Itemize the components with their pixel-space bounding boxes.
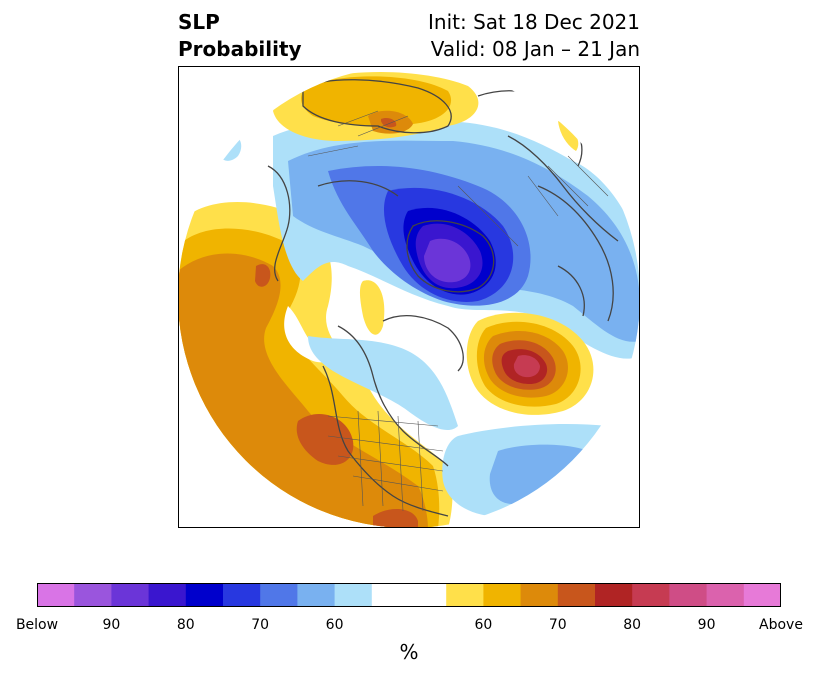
- coastlines: [267, 79, 619, 517]
- colorbar-segment: [632, 583, 670, 607]
- colorbar-segment: [706, 583, 745, 607]
- colorbar-segment: [371, 583, 410, 607]
- subtropical-below-anomaly: [442, 424, 608, 517]
- product-title: Probability: [178, 37, 302, 61]
- colorbar-tick-label: Above: [759, 617, 803, 633]
- colorbar-segment: [334, 583, 373, 607]
- colorbar-border: [37, 583, 781, 607]
- colorbar-segment: [37, 583, 75, 607]
- colorbar-segment: [260, 583, 298, 607]
- atlantic-above-anomaly: [466, 312, 594, 415]
- colorbar-segment: [520, 583, 559, 607]
- colorbar-segment: [185, 583, 224, 607]
- probability-map: [178, 66, 640, 528]
- valid-dates: Valid: 08 Jan – 21 Jan: [430, 37, 640, 61]
- colorbar-tick-label: 80: [623, 617, 642, 633]
- colorbar-tick-label: 80: [176, 617, 195, 633]
- colorbar-tick-label: 60: [474, 617, 493, 633]
- colorbar-segment: [483, 583, 522, 607]
- colorbar-segment: [223, 583, 261, 607]
- colorbar-segment: [111, 583, 150, 607]
- colorbar-segment: [297, 583, 336, 607]
- colorbar-tick-label: Below: [15, 617, 59, 633]
- colorbar: [37, 583, 781, 607]
- title-right: Init: Sat 18 Dec 2021 Valid: 08 Jan – 21…: [428, 9, 640, 63]
- colorbar-segment: [148, 583, 187, 607]
- colorbar-segment: [669, 583, 708, 607]
- colorbar-segment: [743, 583, 781, 607]
- colorbar-segment: [557, 583, 596, 607]
- colorbar-segment: [74, 583, 112, 607]
- title-left: SLP Probability: [178, 9, 302, 63]
- colorbar-tick-label: 70: [548, 617, 567, 633]
- colorbar-tick-label: 70: [251, 617, 270, 633]
- colorbar-segment: [409, 583, 447, 607]
- init-date: Init: Sat 18 Dec 2021: [428, 10, 640, 34]
- colorbar-tick-label: 60: [325, 617, 344, 633]
- borders: [307, 110, 609, 512]
- colorbar-segment: [446, 583, 484, 607]
- colorbar-unit-label: %: [399, 640, 419, 664]
- variable-title: SLP: [178, 10, 220, 34]
- colorbar-segment: [595, 583, 633, 607]
- arctic-below-anomaly: [273, 120, 640, 359]
- colorbar-tick-label: 90: [102, 617, 121, 633]
- colorbar-tick-label: 90: [697, 617, 716, 633]
